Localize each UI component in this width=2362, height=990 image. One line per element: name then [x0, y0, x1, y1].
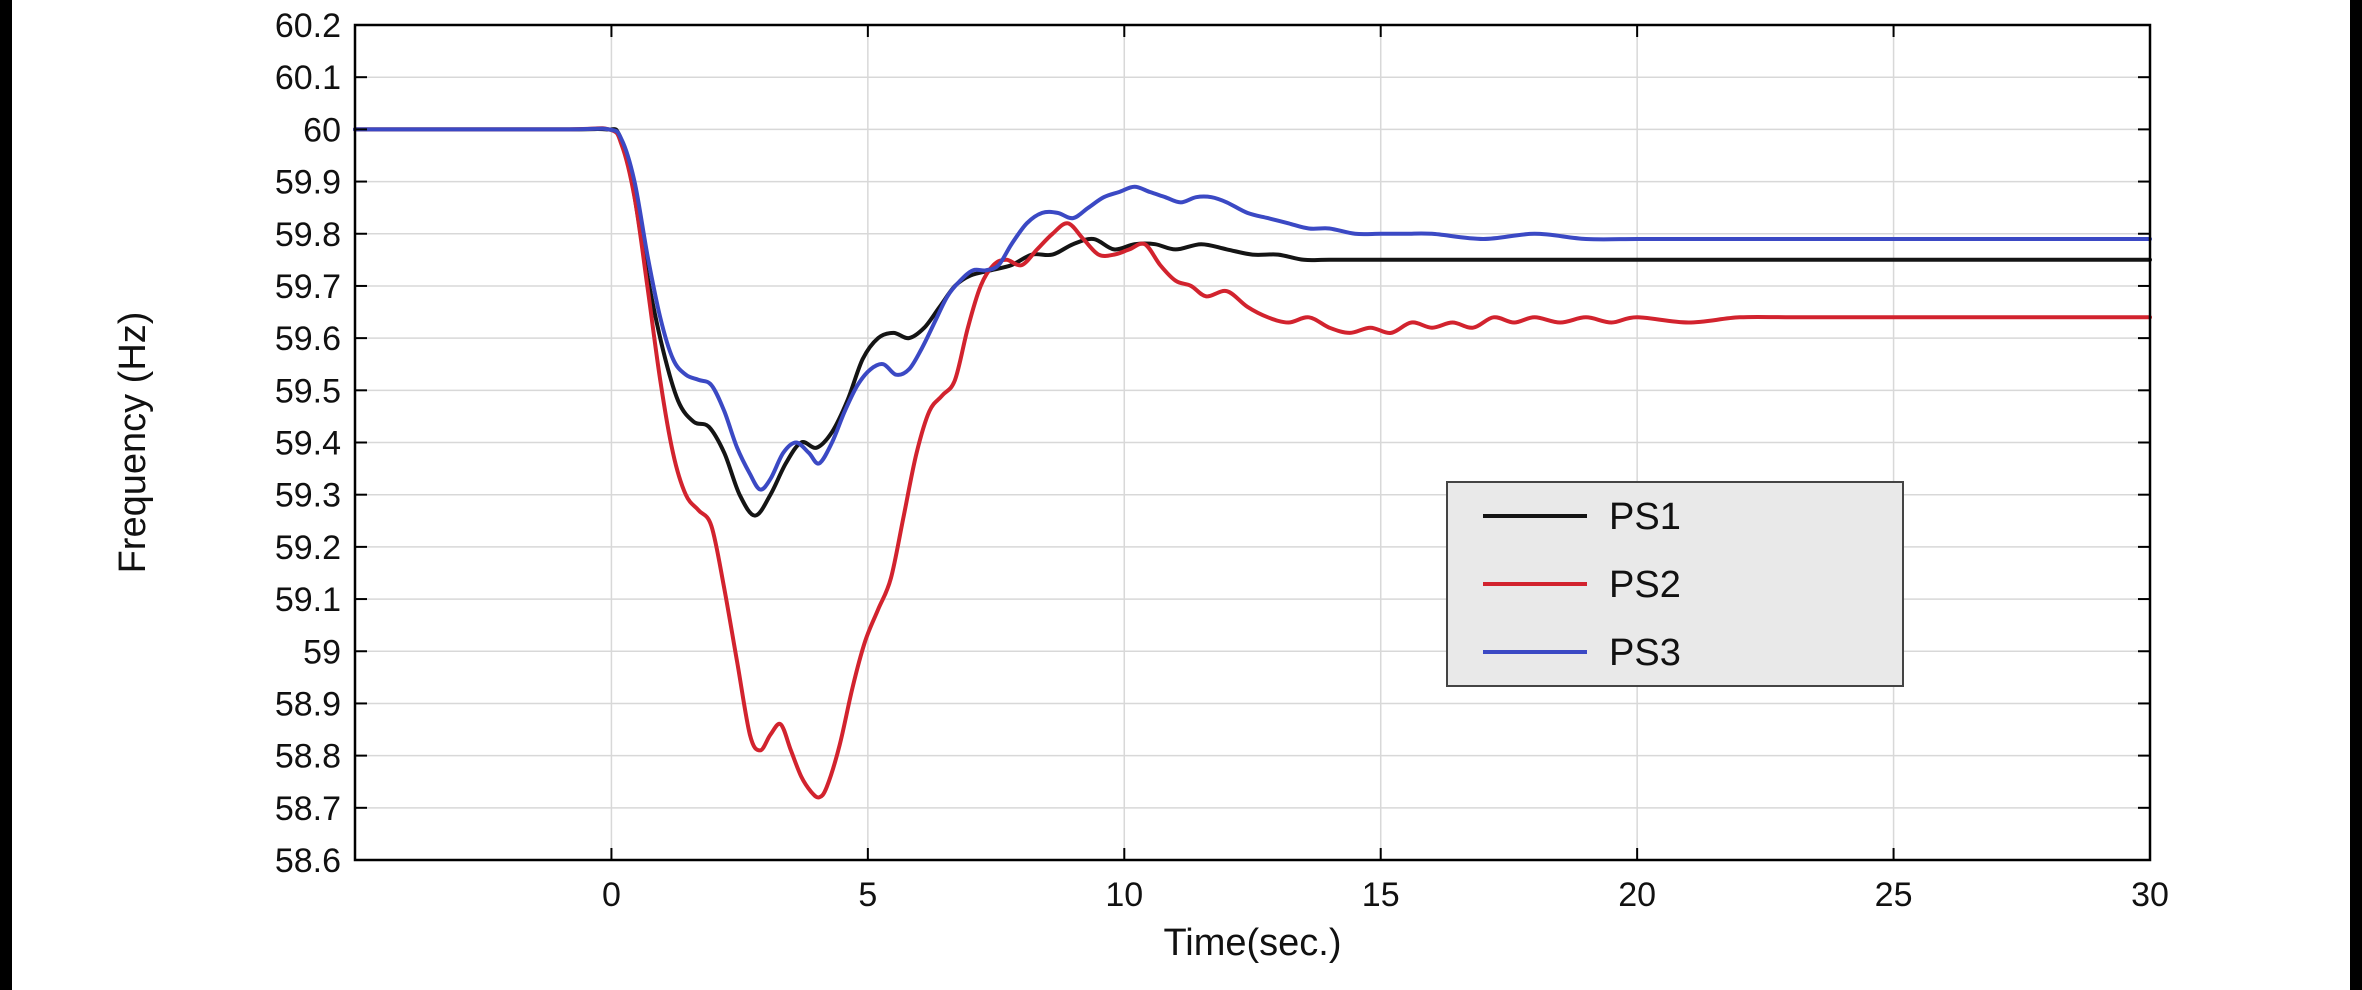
y-tick-label: 60.1: [275, 59, 341, 97]
series-line-ps1: [353, 127, 2152, 518]
x-tick-label: 20: [1618, 876, 1656, 914]
x-tick-label: 10: [1105, 876, 1143, 914]
page-edge-right: [2350, 0, 2362, 990]
series-line-ps2: [353, 126, 2152, 800]
x-tick-label: 30: [2131, 876, 2169, 914]
y-tick-label: 59: [303, 633, 341, 671]
y-tick-label: 58.8: [275, 738, 341, 776]
y-tick-label: 59.4: [275, 425, 341, 463]
legend-label-ps3: PS3: [1609, 632, 1681, 674]
y-tick-label: 59.9: [275, 164, 341, 202]
y-tick-label: 59.5: [275, 372, 341, 410]
x-tick-label: 15: [1362, 876, 1400, 914]
y-tick-label: 58.9: [275, 685, 341, 723]
x-tick-label: 25: [1875, 876, 1913, 914]
y-tick-label: 60.2: [275, 7, 341, 45]
y-tick-label: 60: [303, 111, 341, 149]
y-tick-label: 59.2: [275, 529, 341, 567]
y-tick-label: 59.6: [275, 320, 341, 358]
legend-label-ps2: PS2: [1609, 564, 1681, 606]
y-tick-label: 59.3: [275, 477, 341, 515]
page-edge-left: [0, 0, 12, 990]
x-tick-label: 5: [858, 876, 877, 914]
y-tick-label: 58.6: [275, 842, 341, 880]
legend-label-ps1: PS1: [1609, 496, 1681, 538]
y-tick-label: 59.7: [275, 268, 341, 306]
x-axis-label: Time(sec.): [1163, 922, 1341, 964]
series-line-ps3: [353, 126, 2152, 492]
x-tick-label: 0: [602, 876, 621, 914]
y-tick-label: 59.8: [275, 216, 341, 254]
y-tick-label: 58.7: [275, 790, 341, 828]
y-axis-label: Frequency (Hz): [112, 312, 154, 574]
y-tick-label: 59.1: [275, 581, 341, 619]
